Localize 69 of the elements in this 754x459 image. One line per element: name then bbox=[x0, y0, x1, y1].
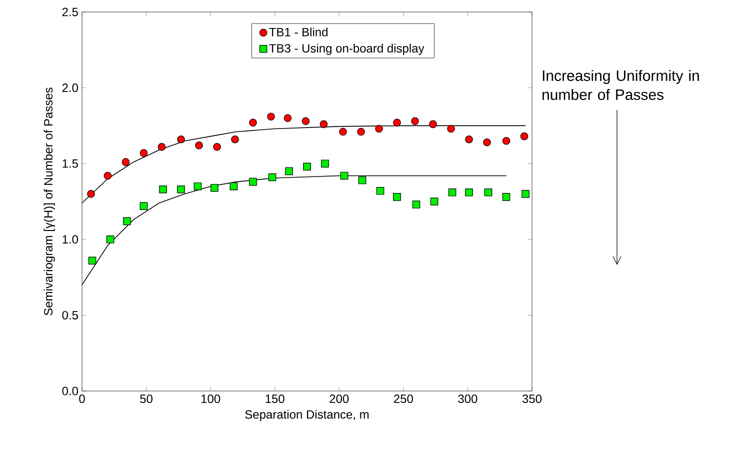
point bbox=[321, 160, 329, 168]
legend-label: TB3 - Using on-board display bbox=[269, 44, 424, 55]
point bbox=[230, 182, 238, 190]
point bbox=[522, 190, 530, 198]
point bbox=[376, 186, 384, 195]
point bbox=[320, 120, 328, 128]
x-tick-label: 350 bbox=[522, 394, 542, 404]
point bbox=[520, 132, 528, 140]
point bbox=[393, 118, 401, 127]
point bbox=[447, 124, 455, 133]
point bbox=[87, 190, 95, 198]
y-tick-label: 2.0 bbox=[62, 84, 78, 92]
x-tick-label: 300 bbox=[458, 394, 478, 404]
point bbox=[375, 124, 383, 133]
point bbox=[358, 176, 366, 184]
point bbox=[140, 149, 148, 157]
x-tick-label: 100 bbox=[201, 394, 220, 404]
y-axis-title: Semivariogram [γ(H)] of Number of Passes bbox=[44, 88, 55, 316]
x-axis-title: Separation Distance, m bbox=[245, 410, 369, 422]
point bbox=[285, 167, 293, 176]
point bbox=[393, 193, 401, 201]
point bbox=[302, 117, 310, 126]
y-tick-label: 1.5 bbox=[62, 159, 78, 168]
point bbox=[483, 138, 491, 146]
x-tick-label: 250 bbox=[394, 394, 413, 404]
x-tick-label: 0 bbox=[79, 394, 85, 404]
point bbox=[106, 236, 114, 244]
point bbox=[465, 188, 473, 196]
point bbox=[195, 142, 203, 150]
point bbox=[177, 185, 185, 194]
point bbox=[177, 135, 185, 144]
point bbox=[268, 173, 276, 182]
point bbox=[249, 118, 257, 127]
point bbox=[502, 136, 510, 145]
point bbox=[448, 188, 456, 196]
point bbox=[430, 198, 438, 206]
point bbox=[484, 188, 492, 196]
y-tick-label: 0.0 bbox=[62, 386, 78, 396]
point bbox=[357, 128, 365, 136]
y-tick-label: 0.5 bbox=[62, 310, 78, 320]
point bbox=[194, 182, 202, 190]
text: Increasing Uniformity in number of Passes bbox=[542, 70, 699, 100]
point bbox=[210, 184, 218, 192]
point bbox=[429, 120, 437, 128]
point bbox=[340, 172, 348, 180]
point bbox=[122, 158, 130, 166]
point bbox=[303, 162, 311, 171]
point bbox=[213, 143, 221, 151]
point bbox=[140, 202, 148, 210]
x-tick-label: 50 bbox=[140, 394, 152, 404]
x-tick-label: 150 bbox=[266, 394, 284, 404]
x-tick-label: 200 bbox=[330, 394, 349, 404]
point bbox=[159, 185, 167, 194]
point bbox=[231, 135, 239, 144]
point bbox=[412, 200, 420, 208]
y-tick-label: 2.5 bbox=[62, 8, 78, 16]
legend-label: TB1 - Blind bbox=[269, 28, 328, 36]
point bbox=[88, 256, 96, 265]
point bbox=[158, 143, 166, 151]
y-tick-label: 1.0 bbox=[62, 235, 78, 244]
point bbox=[502, 193, 510, 201]
point bbox=[411, 117, 419, 126]
point bbox=[123, 217, 131, 226]
point bbox=[249, 178, 257, 186]
point bbox=[284, 114, 292, 122]
point bbox=[267, 112, 275, 121]
point bbox=[104, 172, 112, 180]
point bbox=[465, 135, 473, 144]
point bbox=[339, 128, 347, 136]
